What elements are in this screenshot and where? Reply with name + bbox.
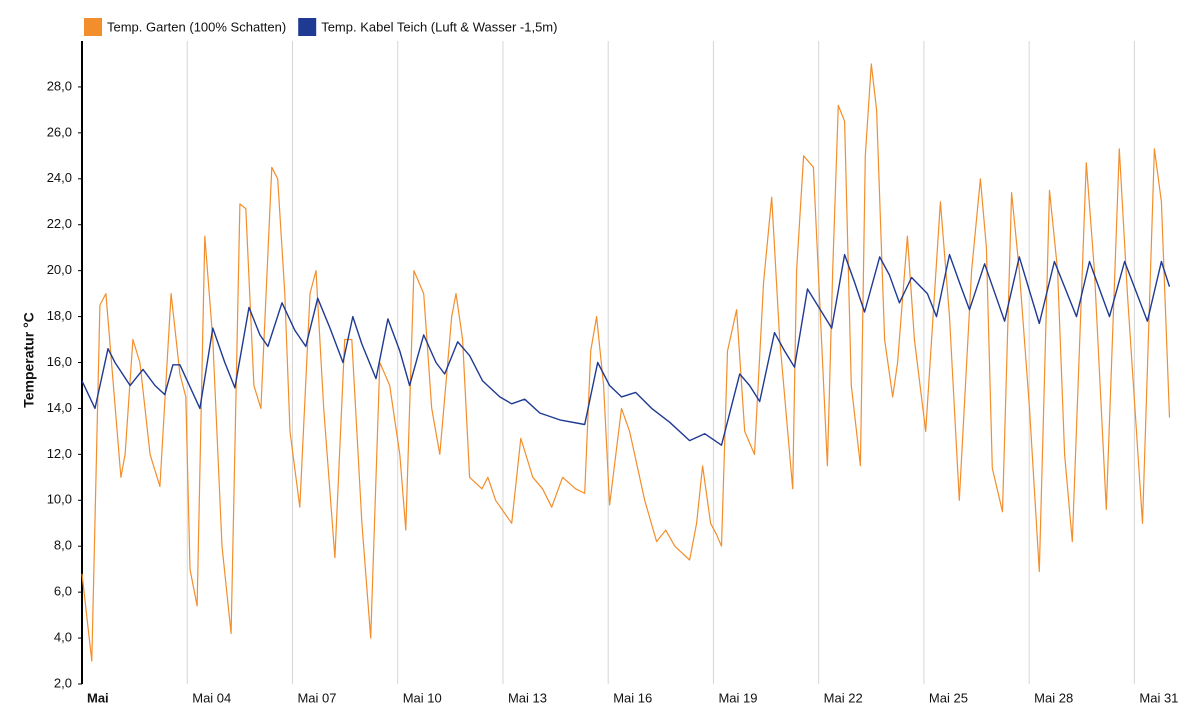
legend-swatch — [84, 18, 102, 36]
y-tick-label: 2,0 — [54, 675, 72, 690]
y-tick-label: 24,0 — [47, 170, 72, 185]
y-tick-label: 4,0 — [54, 630, 72, 645]
x-tick-label: Mai 10 — [403, 690, 442, 705]
y-tick-label: 18,0 — [47, 308, 72, 323]
x-tick-label: Mai 04 — [192, 690, 231, 705]
y-axis-label: Temperatur °C — [21, 312, 37, 408]
x-tick-label: Mai 31 — [1139, 690, 1178, 705]
y-tick-label: 10,0 — [47, 492, 72, 507]
y-tick-label: 26,0 — [47, 124, 72, 139]
legend-label: Temp. Garten (100% Schatten) — [107, 19, 286, 34]
y-tick-label: 8,0 — [54, 538, 72, 553]
series-line — [81, 253, 1171, 446]
x-tick-label: Mai 19 — [718, 690, 757, 705]
y-tick-label: 6,0 — [54, 584, 72, 599]
x-tick-label: Mai 07 — [297, 690, 336, 705]
x-tick-label: Mai 13 — [508, 690, 547, 705]
y-tick-label: 14,0 — [47, 400, 72, 415]
x-tick-label: Mai — [87, 690, 109, 705]
x-tick-label: Mai 25 — [929, 690, 968, 705]
x-tick-label: Mai 16 — [613, 690, 652, 705]
y-tick-label: 20,0 — [47, 262, 72, 277]
y-tick-label: 16,0 — [47, 354, 72, 369]
x-tick-label: Mai 22 — [824, 690, 863, 705]
y-tick-label: 22,0 — [47, 216, 72, 231]
legend-label: Temp. Kabel Teich (Luft & Wasser -1,5m) — [321, 19, 557, 34]
series-line — [81, 63, 1171, 662]
y-tick-label: 12,0 — [47, 446, 72, 461]
y-tick-label: 28,0 — [47, 78, 72, 93]
x-tick-label: Mai 28 — [1034, 690, 1073, 705]
legend-swatch — [298, 18, 317, 36]
